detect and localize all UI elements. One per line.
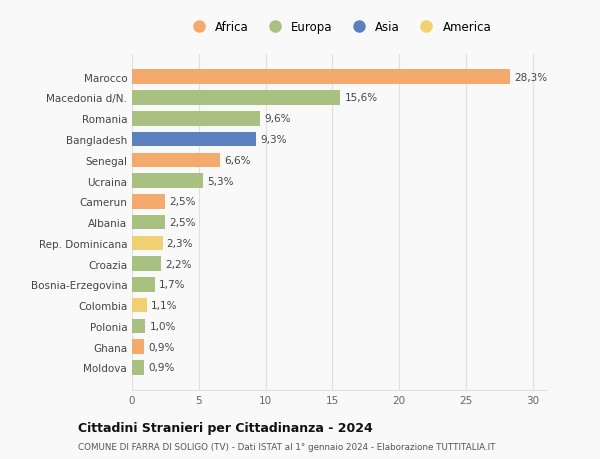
Bar: [132, 133, 256, 147]
Legend: Africa, Europa, Asia, America: Africa, Europa, Asia, America: [183, 17, 495, 38]
Bar: [132, 360, 144, 375]
Bar: [132, 153, 220, 168]
Bar: [132, 174, 203, 189]
Bar: [132, 70, 510, 85]
Text: 9,6%: 9,6%: [264, 114, 291, 124]
Text: 2,5%: 2,5%: [169, 218, 196, 228]
Bar: [132, 195, 166, 209]
Bar: [132, 215, 166, 230]
Text: 28,3%: 28,3%: [514, 73, 547, 83]
Text: COMUNE DI FARRA DI SOLIGO (TV) - Dati ISTAT al 1° gennaio 2024 - Elaborazione TU: COMUNE DI FARRA DI SOLIGO (TV) - Dati IS…: [78, 442, 496, 451]
Bar: [132, 257, 161, 271]
Text: 0,9%: 0,9%: [148, 363, 175, 373]
Text: 1,0%: 1,0%: [149, 321, 176, 331]
Bar: [132, 298, 146, 313]
Bar: [132, 278, 155, 292]
Text: 9,3%: 9,3%: [260, 135, 287, 145]
Bar: [132, 112, 260, 126]
Text: 1,1%: 1,1%: [151, 301, 177, 310]
Text: 5,3%: 5,3%: [207, 176, 233, 186]
Text: 6,6%: 6,6%: [224, 156, 251, 165]
Text: 15,6%: 15,6%: [344, 93, 377, 103]
Text: Cittadini Stranieri per Cittadinanza - 2024: Cittadini Stranieri per Cittadinanza - 2…: [78, 421, 373, 434]
Bar: [132, 236, 163, 251]
Bar: [132, 340, 144, 354]
Text: 2,2%: 2,2%: [166, 259, 192, 269]
Bar: [132, 319, 145, 334]
Text: 2,5%: 2,5%: [169, 197, 196, 207]
Text: 0,9%: 0,9%: [148, 342, 175, 352]
Bar: [132, 91, 340, 106]
Text: 1,7%: 1,7%: [159, 280, 185, 290]
Text: 2,3%: 2,3%: [167, 238, 193, 248]
